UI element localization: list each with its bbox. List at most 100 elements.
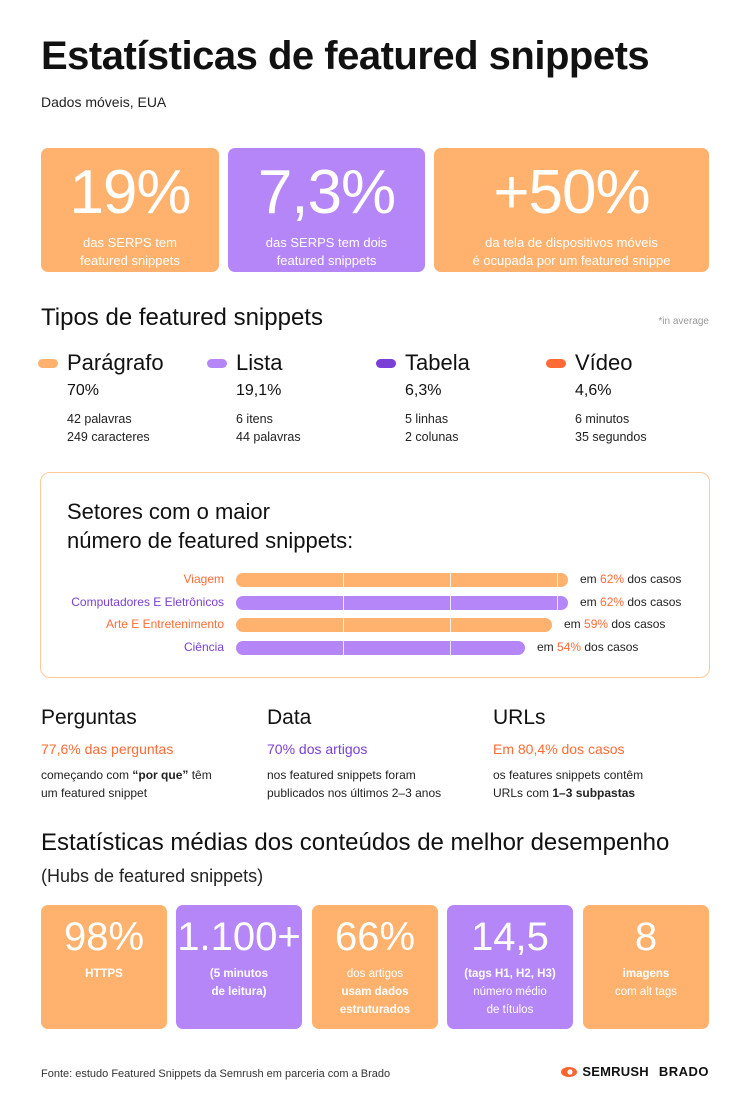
avg-value: 8 (634, 915, 658, 959)
averages-subheading: (Hubs de featured snippets) (41, 866, 264, 886)
avg-value: 66% (334, 915, 416, 959)
questions-text: começando com “por que” têm um featured … (41, 766, 251, 802)
date-highlight: 70% dos artigos (267, 741, 477, 757)
sectors-heading-line1: Setores com o maior (67, 499, 270, 524)
avg-line: usam dados (341, 986, 409, 998)
video-swatch (546, 358, 566, 368)
bar-gridline (343, 573, 344, 587)
bar-gridline (557, 573, 558, 587)
sectors-heading-line2: número de featured snippets: (67, 528, 354, 553)
questions-highlight: 77,6% das perguntas (41, 741, 251, 757)
avg-line: (tags H1, H2, H3) (464, 968, 556, 980)
highlight-rest: das perguntas (80, 741, 174, 757)
bar-gridline (450, 573, 451, 587)
text-part: URLs com (493, 786, 553, 800)
stat-desc-line1: da tela de dispositivos móveis (485, 235, 658, 250)
type-detail: 6 itens (236, 412, 273, 426)
list-swatch (207, 358, 227, 368)
bar-gridline (343, 640, 344, 655)
type-pct: 4,6% (575, 382, 612, 399)
date-stat: Data 70% dos artigos nos featured snippe… (267, 706, 477, 802)
avg-line: com alt tags (615, 986, 677, 998)
averages-heading: Estatísticas médias dos conteúdos de mel… (41, 829, 670, 856)
urls-stat: URLs Em 80,4% dos casos os features snip… (493, 706, 703, 802)
sector-label: Arte E Entretenimento (105, 617, 224, 631)
avg-card-images: 8 imagens com alt tags (583, 905, 709, 1029)
type-paragraph: Parágrafo 70% 42 palavras 249 caracteres (38, 350, 208, 446)
urls-text: os features snippets contêm URLs com 1–3… (493, 766, 703, 802)
avg-line: número médio (473, 986, 547, 998)
semrush-wordmark: SEMRUSH (582, 1064, 649, 1079)
stat-desc-line2: featured snippets (276, 253, 377, 268)
avg-line: HTTPS (85, 968, 123, 980)
type-name: Vídeo (575, 350, 633, 375)
sector-bar-row: Computadores E Eletrônicos em 62% dos cas… (41, 594, 709, 610)
text-bold: 1–3 subpastas (552, 786, 636, 800)
avg-line: de títulos (486, 1004, 534, 1016)
sectors-panel: Setores com o maior número de featured s… (40, 472, 710, 678)
type-video: Vídeo 4,6% 6 minutos 35 segundos (546, 350, 716, 446)
sector-bar (236, 618, 552, 632)
avg-value: 98% (63, 915, 145, 959)
logos: SEMRUSH BRADO (559, 1064, 709, 1079)
stat-desc-line1: das SERPS tem dois (265, 235, 388, 250)
highlight-rest: dos casos (557, 741, 625, 757)
stat-desc-line1: das SERPS tem (83, 235, 177, 250)
paragraph-swatch (38, 358, 58, 368)
avg-line: estruturados (339, 1004, 411, 1016)
sector-label: Ciência (183, 639, 224, 654)
sector-value: em 62% dos casos (580, 594, 682, 609)
avg-line: imagens (622, 968, 670, 980)
avg-card-headings: 14,5 (tags H1, H2, H3) número médio de t… (447, 905, 573, 1029)
average-note: *in average (658, 316, 709, 327)
text-part: nos featured snippets foram (267, 768, 416, 782)
type-detail: 2 colunas (405, 430, 459, 444)
source-note: Fonte: estudo Featured Snippets da Semru… (41, 1068, 391, 1080)
type-name: Lista (236, 350, 283, 375)
type-table: Tabela 6,3% 5 linhas 2 colunas (376, 350, 546, 446)
brado-logo: BRADO (658, 1064, 709, 1079)
semrush-logo: SEMRUSH (559, 1064, 649, 1079)
sector-value: em 62% dos casos (580, 572, 682, 586)
type-list: Lista 19,1% 6 itens 44 palavras (207, 350, 377, 446)
stat-desc-line2: featured snippets (80, 253, 180, 268)
type-detail: 42 palavras (67, 412, 132, 426)
avg-card-https: 98% HTTPS (41, 905, 167, 1029)
semrush-flame-icon (561, 1066, 578, 1077)
bar-gridline (450, 595, 451, 610)
sector-label: Computadores E Eletrônicos (71, 594, 224, 609)
type-pct: 70% (67, 382, 100, 399)
avg-line: de leitura) (211, 986, 267, 998)
stat-desc-line2: é ocupada por um featured snippe (472, 253, 671, 268)
avg-card-reading: 1.100+ (5 minutos de leitura) (176, 905, 302, 1029)
bar-gridline (557, 595, 558, 610)
avg-card-structured: 66% dos artigos usam dados estruturados (312, 905, 438, 1029)
highlight-number: 77,6% (41, 741, 81, 757)
type-detail: 6 minutos (575, 412, 630, 426)
text-bold: “por que” (132, 768, 189, 782)
type-pct: 6,3% (405, 382, 442, 399)
avg-line: dos artigos (346, 968, 404, 980)
text-part: um featured snippet (41, 786, 148, 800)
avg-value: 14,5 (471, 915, 549, 959)
type-name: Tabela (405, 350, 470, 375)
text-part: os features snippets contêm (493, 768, 644, 782)
bar-gridline (450, 640, 451, 655)
urls-heading: URLs (493, 706, 546, 729)
stat-card-serps: 19% das SERPS tem featured snippets (41, 148, 219, 272)
highlight-rest: dos artigos (295, 741, 368, 757)
avg-value: 1.100+ (177, 915, 301, 959)
sector-bar-row: Arte E Entretenimento em 59% dos casos (41, 617, 709, 632)
sector-label: Viagem (183, 572, 224, 586)
sector-bar (236, 640, 525, 655)
page-subtitle: Dados móveis, EUA (41, 94, 167, 110)
stat-value: 7,3% (257, 158, 396, 227)
urls-highlight: Em 80,4% dos casos (493, 741, 703, 757)
sector-bar-row: Viagem em 62% dos casos (41, 572, 709, 587)
types-heading: Tipos de featured snippets (41, 304, 323, 331)
text-part: publicados nos últimos 2–3 anos (267, 786, 442, 800)
stat-card-two-snippets: 7,3% das SERPS tem dois featured snippet… (228, 148, 425, 272)
sector-bar (236, 573, 568, 587)
type-detail: 249 caracteres (67, 430, 150, 444)
date-heading: Data (267, 706, 312, 729)
